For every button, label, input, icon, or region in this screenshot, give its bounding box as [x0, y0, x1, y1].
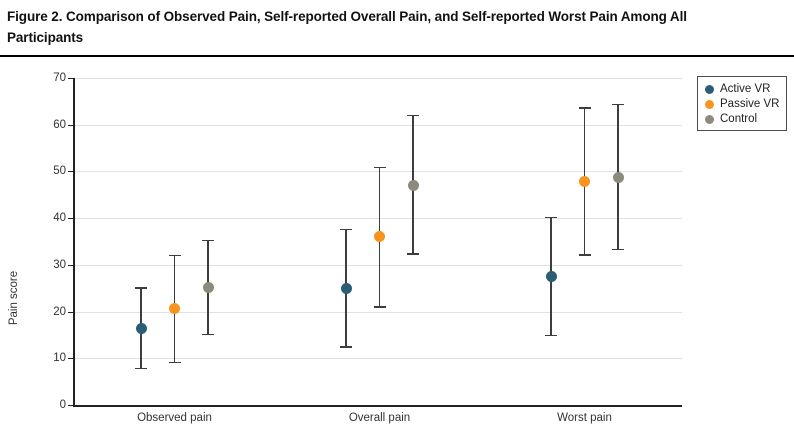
y-tick-30 — [68, 264, 73, 266]
gridline-60 — [73, 124, 682, 126]
legend-label-active-vr: Active VR — [720, 83, 771, 95]
y-tick-label-20: 20 — [53, 305, 66, 318]
errorbar-cap-bottom-passive-vr-worst-pain — [578, 254, 591, 256]
gridline-50 — [73, 171, 682, 173]
legend-dot-passive-vr — [705, 99, 714, 109]
legend-dot-control — [705, 114, 714, 124]
y-tick-label-10: 10 — [53, 352, 66, 365]
errorbar-cap-top-control-observed-pain — [202, 239, 214, 242]
errorbar-cap-top-active-vr-observed-pain — [135, 287, 147, 289]
errorbar-cap-bottom-control-worst-pain — [612, 248, 624, 251]
point-control-observed-pain — [202, 281, 214, 293]
point-passive-vr-overall-pain — [374, 231, 385, 243]
errorbar-cap-bottom-passive-vr-overall-pain — [373, 306, 386, 308]
errorbar-cap-bottom-control-overall-pain — [407, 253, 419, 255]
y-tick-label-50: 50 — [53, 165, 66, 178]
errorbar-cap-bottom-passive-vr-observed-pain — [168, 361, 181, 364]
gridline-70 — [73, 78, 682, 79]
y-tick-label-0: 0 — [59, 399, 66, 411]
gridline-20 — [73, 311, 682, 313]
point-active-vr-observed-pain — [135, 322, 147, 334]
point-active-vr-worst-pain — [545, 271, 557, 283]
y-tick-50 — [68, 171, 73, 173]
gridline-10 — [73, 358, 682, 360]
y-tick-20 — [68, 311, 73, 313]
y-axis-line — [73, 78, 75, 406]
y-tick-label-70: 70 — [53, 72, 66, 84]
legend-label-passive-vr: Passive VR — [720, 98, 780, 110]
errorbar-cap-top-passive-vr-worst-pain — [578, 107, 591, 109]
y-tick-40 — [68, 218, 73, 220]
gridline-30 — [73, 264, 682, 266]
errorbar-cap-top-passive-vr-observed-pain — [168, 254, 181, 257]
legend-item-passive-vr: Passive VR — [705, 98, 780, 110]
x-tick-label-overall-pain: Overall pain — [348, 412, 411, 424]
legend-item-control: Control — [705, 113, 780, 125]
point-control-worst-pain — [612, 171, 624, 183]
errorbar-cap-bottom-active-vr-observed-pain — [135, 367, 147, 370]
y-axis-label: Pain score — [8, 270, 20, 326]
errorbar-cap-bottom-control-observed-pain — [202, 333, 214, 336]
errorbar-cap-bottom-active-vr-worst-pain — [545, 334, 557, 337]
y-tick-70 — [68, 78, 73, 79]
gridline-40 — [73, 218, 682, 220]
title-divider — [0, 55, 794, 57]
x-tick-label-worst-pain: Worst pain — [557, 412, 612, 424]
chart-legend: Active VR Passive VR Control — [697, 76, 787, 131]
errorbar-cap-top-control-overall-pain — [407, 114, 419, 117]
errorbar-cap-top-active-vr-worst-pain — [545, 216, 557, 219]
legend-item-active-vr: Active VR — [705, 83, 780, 95]
y-tick-60 — [68, 124, 73, 126]
figure-title: Figure 2. Comparison of Observed Pain, S… — [7, 9, 687, 45]
legend-label-control: Control — [720, 113, 758, 125]
y-tick-10 — [68, 358, 73, 360]
legend-dot-active-vr — [705, 84, 714, 94]
point-control-overall-pain — [407, 179, 419, 191]
y-tick-label-60: 60 — [53, 118, 66, 131]
errorbar-cap-top-control-worst-pain — [612, 103, 624, 106]
errorbar-cap-top-passive-vr-overall-pain — [373, 166, 386, 169]
y-tick-label-30: 30 — [53, 258, 66, 271]
y-tick-0 — [68, 405, 73, 406]
y-tick-label-40: 40 — [53, 212, 66, 225]
point-passive-vr-observed-pain — [169, 303, 180, 315]
point-active-vr-overall-pain — [340, 282, 352, 294]
errorbar-cap-top-active-vr-overall-pain — [340, 228, 352, 231]
errorbar-cap-bottom-active-vr-overall-pain — [340, 346, 352, 348]
x-tick-label-observed-pain: Observed pain — [137, 412, 212, 424]
pain-score-chart: Pain score 0 10 20 30 40 50 60 70 Observed pain O… — [0, 58, 794, 434]
x-axis-line — [73, 405, 682, 407]
point-passive-vr-worst-pain — [579, 176, 590, 188]
